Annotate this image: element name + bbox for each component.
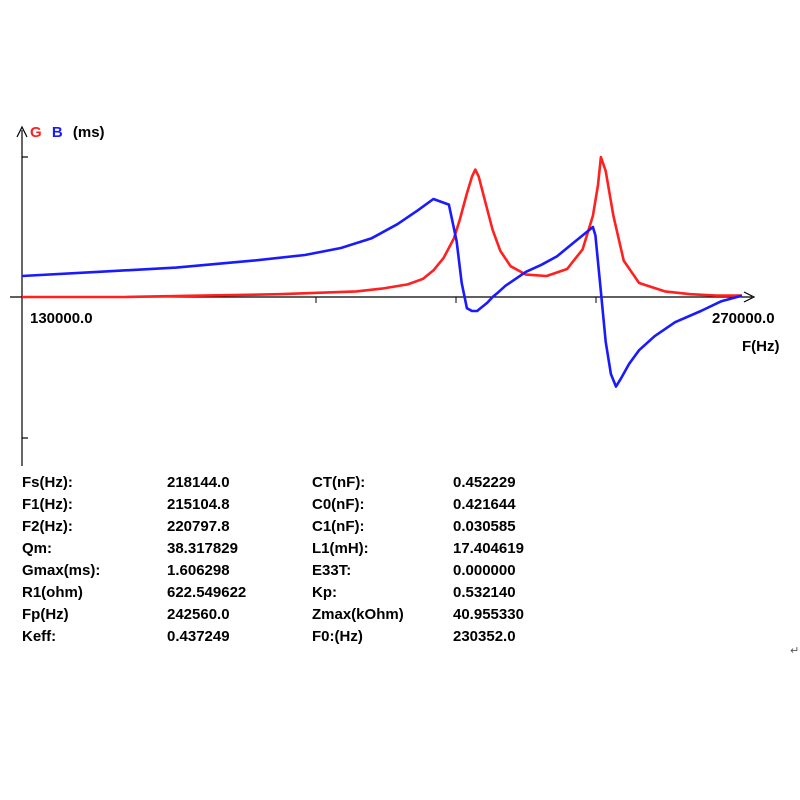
param-value: 218144.0 bbox=[167, 474, 230, 491]
param-value: 242560.0 bbox=[167, 606, 230, 623]
series-line-b bbox=[21, 197, 743, 388]
parameter-row: F1(Hz): 215104.8 C0(nF): 0.421644 bbox=[22, 494, 573, 516]
param-label: C1(nF): bbox=[312, 518, 365, 535]
param-label: Qm: bbox=[22, 540, 52, 557]
param-value: 0.437249 bbox=[167, 628, 230, 645]
param-value: 1.606298 bbox=[167, 562, 230, 579]
y-label-b: B bbox=[52, 124, 63, 141]
parameter-row: Gmax(ms): 1.606298 E33T: 0.000000 bbox=[22, 560, 573, 582]
admittance-chart: G B (ms) 130000.0 270000.0 F(Hz) bbox=[10, 124, 780, 466]
x-tick-label-min: 130000.0 bbox=[30, 310, 93, 327]
parameter-table: Fs(Hz): 218144.0 CT(nF): 0.452229 F1(Hz): 215… bbox=[22, 472, 573, 648]
param-value: 215104.8 bbox=[167, 496, 230, 513]
parameter-row: Qm: 38.317829 L1(mH): 17.404619 bbox=[22, 538, 573, 560]
param-value: 220797.8 bbox=[167, 518, 230, 535]
param-label: F2(Hz): bbox=[22, 518, 73, 535]
parameter-row: Fs(Hz): 218144.0 CT(nF): 0.452229 bbox=[22, 472, 573, 494]
y-label-g: G bbox=[30, 124, 42, 141]
return-mark: ↵ bbox=[790, 644, 800, 657]
parameter-row: Fp(Hz) 242560.0 Zmax(kOhm) 40.955330 bbox=[22, 604, 573, 626]
param-value: 17.404619 bbox=[453, 540, 524, 557]
param-label: Kp: bbox=[312, 584, 337, 601]
param-label: Gmax(ms): bbox=[22, 562, 101, 579]
x-axis-arrow bbox=[743, 291, 756, 303]
series-layer bbox=[21, 155, 743, 388]
param-value: 0.452229 bbox=[453, 474, 516, 491]
param-label: Fs(Hz): bbox=[22, 474, 73, 491]
param-label: Fp(Hz) bbox=[22, 606, 69, 623]
param-label: R1(ohm) bbox=[22, 584, 83, 601]
parameter-row: R1(ohm) 622.549622 Kp: 0.532140 bbox=[22, 582, 573, 604]
param-label: F0:(Hz) bbox=[312, 628, 363, 645]
param-label: E33T: bbox=[312, 562, 352, 579]
y-axis-arrow bbox=[16, 125, 28, 138]
parameter-row: F2(Hz): 220797.8 C1(nF): 0.030585 bbox=[22, 516, 573, 538]
param-value: 38.317829 bbox=[167, 540, 238, 557]
param-value: 0.030585 bbox=[453, 518, 516, 535]
x-tick-label-max: 270000.0 bbox=[712, 310, 775, 327]
param-label: F1(Hz): bbox=[22, 496, 73, 513]
param-value: 0.000000 bbox=[453, 562, 516, 579]
x-axis-label: F(Hz) bbox=[742, 338, 780, 355]
param-label: CT(nF): bbox=[312, 474, 366, 491]
param-label: L1(mH): bbox=[312, 540, 369, 557]
series-line-g bbox=[22, 155, 742, 299]
y-axis-label: G B (ms) bbox=[30, 124, 105, 141]
param-value: 0.421644 bbox=[453, 496, 516, 513]
parameter-row: Keff: 0.437249 F0:(Hz) 230352.0 bbox=[22, 626, 573, 648]
param-label: Keff: bbox=[22, 628, 57, 645]
param-label: C0(nF): bbox=[312, 496, 365, 513]
param-value: 622.549622 bbox=[167, 584, 247, 601]
param-value: 0.532140 bbox=[453, 584, 516, 601]
y-label-unit: (ms) bbox=[73, 124, 105, 141]
param-label: Zmax(kOhm) bbox=[312, 606, 404, 623]
param-value: 230352.0 bbox=[453, 628, 516, 645]
param-value: 40.955330 bbox=[453, 606, 524, 623]
